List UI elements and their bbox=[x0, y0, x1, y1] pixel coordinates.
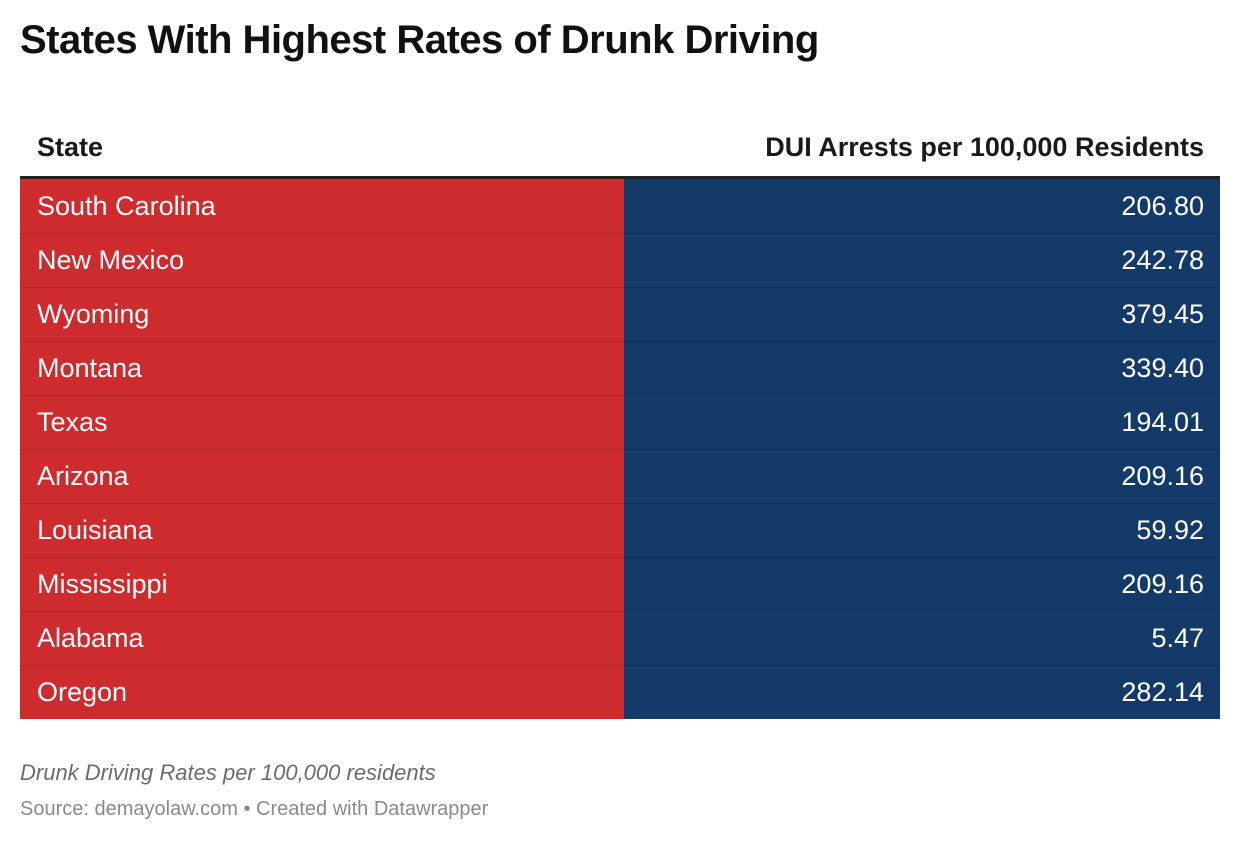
chart-notes: Drunk Driving Rates per 100,000 resident… bbox=[20, 760, 436, 785]
table-row: Louisiana 59.92 bbox=[20, 503, 1220, 557]
value-cell: 5.47 bbox=[624, 611, 1220, 665]
state-cell: Mississippi bbox=[20, 557, 624, 611]
table-row: Oregon 282.14 bbox=[20, 665, 1220, 719]
table-row: Alabama 5.47 bbox=[20, 611, 1220, 665]
table-row: Montana 339.40 bbox=[20, 341, 1220, 395]
value-cell: 209.16 bbox=[624, 557, 1220, 611]
data-table: State DUI Arrests per 100,000 Residents … bbox=[20, 118, 1220, 719]
value-cell: 339.40 bbox=[624, 341, 1220, 395]
value-cell: 59.92 bbox=[624, 503, 1220, 557]
column-header-state[interactable]: State bbox=[37, 131, 104, 162]
value-cell: 379.45 bbox=[624, 287, 1220, 341]
state-cell: Texas bbox=[20, 395, 624, 449]
state-cell: Louisiana bbox=[20, 503, 624, 557]
table-row: New Mexico 242.78 bbox=[20, 233, 1220, 287]
state-cell: Arizona bbox=[20, 449, 624, 503]
value-cell: 242.78 bbox=[624, 233, 1220, 287]
table-row: South Carolina 206.80 bbox=[20, 179, 1220, 233]
state-cell: New Mexico bbox=[20, 233, 624, 287]
table-row: Arizona 209.16 bbox=[20, 449, 1220, 503]
state-cell: Montana bbox=[20, 341, 624, 395]
table-row: Wyoming 379.45 bbox=[20, 287, 1220, 341]
value-cell: 209.16 bbox=[624, 449, 1220, 503]
state-cell: Oregon bbox=[20, 665, 624, 719]
state-cell: South Carolina bbox=[20, 179, 624, 233]
table-body: South Carolina 206.80 New Mexico 242.78 … bbox=[20, 179, 1220, 719]
state-cell: Wyoming bbox=[20, 287, 624, 341]
value-cell: 282.14 bbox=[624, 665, 1220, 719]
state-cell: Alabama bbox=[20, 611, 624, 665]
value-cell: 194.01 bbox=[624, 395, 1220, 449]
chart-title: States With Highest Rates of Drunk Drivi… bbox=[20, 18, 819, 62]
chart-source: Source: demayolaw.com • Created with Dat… bbox=[20, 798, 489, 820]
table-row: Texas 194.01 bbox=[20, 395, 1220, 449]
value-cell: 206.80 bbox=[624, 179, 1220, 233]
column-header-dui-arrests[interactable]: DUI Arrests per 100,000 Residents bbox=[765, 131, 1204, 162]
table-header: State DUI Arrests per 100,000 Residents bbox=[20, 118, 1220, 179]
table-row: Mississippi 209.16 bbox=[20, 557, 1220, 611]
